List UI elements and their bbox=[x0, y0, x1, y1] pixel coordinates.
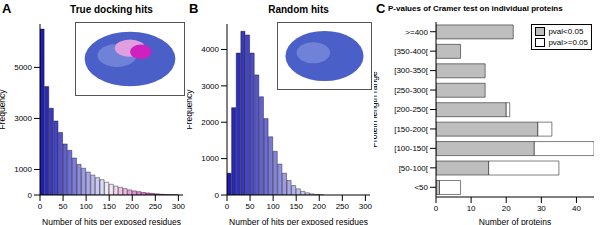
svg-text:0: 0 bbox=[38, 202, 43, 211]
svg-text:3000: 3000 bbox=[14, 114, 32, 123]
html-text:pval>=0.05: pval>=0.05 bbox=[548, 38, 588, 47]
svg-text:50: 50 bbox=[246, 202, 255, 211]
svg-text:[150-200[: [150-200[ bbox=[394, 125, 429, 134]
svg-text:250: 250 bbox=[336, 202, 350, 211]
svg-text:[50-100[: [50-100[ bbox=[399, 164, 429, 173]
svg-text:10: 10 bbox=[467, 204, 476, 213]
svg-text:0: 0 bbox=[434, 204, 439, 213]
svg-text:2000: 2000 bbox=[201, 118, 219, 127]
svg-text:300: 300 bbox=[172, 202, 186, 211]
svg-text:[300-350[: [300-350[ bbox=[394, 66, 429, 75]
svg-text:Frequency: Frequency bbox=[187, 89, 194, 130]
svg-text:300: 300 bbox=[359, 202, 373, 211]
html-text:B: B bbox=[189, 1, 199, 16]
svg-text:[100-150[: [100-150[ bbox=[394, 144, 429, 153]
svg-text:5000: 5000 bbox=[14, 63, 32, 72]
svg-text:Number of proteins: Number of proteins bbox=[479, 217, 551, 225]
html-text:C P-values of Cramer test on i: C P-values of Cramer test on individual … bbox=[376, 1, 563, 16]
svg-text:Protein length range: Protein length range bbox=[374, 71, 379, 148]
html-text:pval<0.05: pval<0.05 bbox=[548, 27, 584, 36]
svg-text:1000: 1000 bbox=[14, 165, 32, 174]
svg-text:40: 40 bbox=[572, 204, 581, 213]
svg-text:0: 0 bbox=[28, 191, 33, 200]
svg-text:250: 250 bbox=[149, 202, 163, 211]
svg-text:>=400: >=400 bbox=[405, 28, 428, 37]
svg-text:<50: <50 bbox=[414, 183, 428, 192]
svg-text:150: 150 bbox=[290, 202, 304, 211]
svg-text:0: 0 bbox=[225, 202, 230, 211]
svg-text:20: 20 bbox=[502, 204, 511, 213]
svg-text:0: 0 bbox=[215, 191, 220, 200]
svg-text:1000: 1000 bbox=[201, 154, 219, 163]
svg-text:200: 200 bbox=[313, 202, 327, 211]
svg-text:3000: 3000 bbox=[201, 82, 219, 91]
svg-text:[350-400[: [350-400[ bbox=[394, 47, 429, 56]
svg-text:100: 100 bbox=[266, 202, 280, 211]
svg-text:50: 50 bbox=[59, 202, 68, 211]
html-text:Random hits: Random hits bbox=[268, 4, 329, 15]
svg-text:200: 200 bbox=[126, 202, 140, 211]
svg-text:[250-300[: [250-300[ bbox=[394, 86, 429, 95]
svg-text:150: 150 bbox=[103, 202, 117, 211]
html-text:A: A bbox=[2, 1, 12, 16]
html-text:True docking hits: True docking hits bbox=[70, 4, 153, 15]
svg-text:4000: 4000 bbox=[201, 45, 219, 54]
svg-text:Number of hits per exposed res: Number of hits per exposed residues bbox=[229, 217, 368, 225]
svg-text:Number of hits per exposed res: Number of hits per exposed residues bbox=[42, 217, 181, 225]
svg-text:30: 30 bbox=[537, 204, 546, 213]
svg-text:[200-250[: [200-250[ bbox=[394, 105, 429, 114]
svg-text:100: 100 bbox=[79, 202, 93, 211]
